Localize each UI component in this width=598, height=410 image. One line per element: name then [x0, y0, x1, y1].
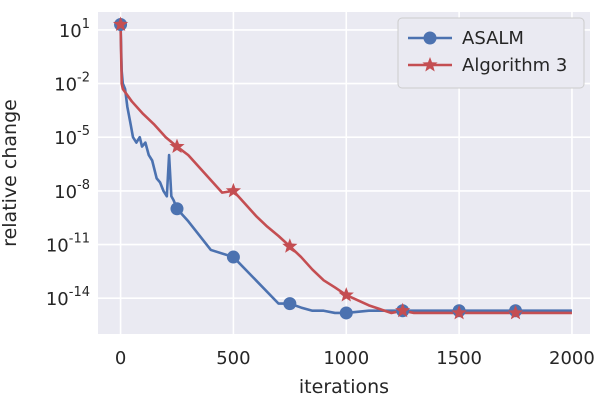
legend-label-0: ASALM: [462, 28, 524, 49]
series-marker-1: [338, 287, 354, 302]
series-marker-1: [225, 182, 242, 198]
series-marker-0: [339, 306, 353, 320]
y-tick-label: 101: [59, 17, 90, 42]
legend-box: [397, 17, 585, 89]
y-tick-label: 10-5: [54, 124, 90, 149]
series-marker-1: [507, 304, 524, 320]
series-marker-1: [169, 138, 185, 154]
series-marker-1: [395, 302, 411, 318]
series-marker-1: [282, 238, 298, 253]
series-marker-1: [451, 304, 467, 320]
legend-marker-1: [422, 57, 438, 72]
y-tick-label: 10-14: [46, 285, 90, 310]
x-tick-label: 500: [216, 348, 250, 369]
series-line-0: [119, 24, 572, 315]
series-marker-0: [170, 202, 184, 216]
y-tick-label: 10-11: [46, 232, 90, 257]
series-marker-1: [112, 16, 129, 31]
y-tick-label: 10-8: [54, 178, 90, 203]
series-markers: [112, 16, 524, 320]
x-tick-label: 2000: [549, 348, 595, 369]
x-tick-label: 1000: [323, 348, 369, 369]
x-tick-labels: 0 500 1000 1500 2000: [115, 348, 595, 369]
x-tick-label: 0: [115, 348, 126, 369]
x-tick-label: 1500: [436, 348, 482, 369]
legend-label-1: Algorithm 3: [462, 55, 567, 76]
legend-marker-0: [423, 31, 437, 45]
y-tick-labels: 101 10-2 10-5 10-8 10-11 10-14: [46, 17, 90, 310]
series-marker-0: [226, 250, 240, 264]
y-axis-label: relative change: [0, 99, 21, 247]
y-tick-label: 10-2: [54, 71, 90, 96]
series-marker-0: [283, 297, 297, 311]
legend: ASALM Algorithm 3: [397, 17, 585, 89]
x-axis-label: iterations: [299, 376, 389, 398]
